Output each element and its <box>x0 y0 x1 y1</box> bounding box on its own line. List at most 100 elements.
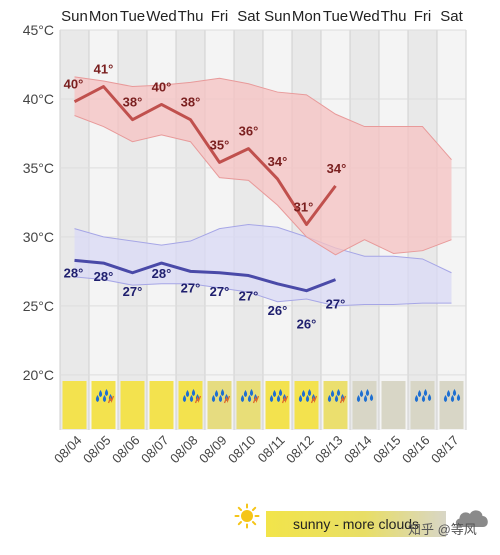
rain-drop <box>305 395 310 402</box>
wind-mark <box>281 395 289 404</box>
weekday-label: Thu <box>178 8 204 25</box>
rain-drop <box>272 390 277 397</box>
high-temperature-label: 35° <box>210 137 230 152</box>
condition-cell <box>294 381 319 429</box>
rain-drop <box>301 390 306 397</box>
date-label: 08/17 <box>428 433 462 467</box>
rain-drop <box>298 395 303 402</box>
y-tick-label: 35°C <box>23 160 54 176</box>
date-label: 08/15 <box>370 433 404 467</box>
rain-drop <box>446 390 451 397</box>
rain-drop <box>211 395 216 402</box>
low-temperature-label: 27° <box>326 297 346 312</box>
rain-drop <box>218 395 223 402</box>
high-temperature-label: 36° <box>239 124 259 139</box>
rain-drop <box>365 389 370 396</box>
rain-drop <box>102 395 107 402</box>
wind-mark <box>339 395 347 404</box>
rain-drop <box>189 395 194 402</box>
date-label: 08/13 <box>312 433 346 467</box>
high-temperature-label: 38° <box>181 95 201 110</box>
sun-icon <box>234 503 260 529</box>
rain-drop <box>334 395 339 402</box>
rain-icon <box>323 381 348 429</box>
y-axis: 45°C 40°C 35°C 30°C 25°C 20°C <box>23 22 54 383</box>
rain-icon <box>410 381 435 429</box>
high-temperature-label: 41° <box>94 62 114 77</box>
condition-cell <box>410 381 435 429</box>
rain-drop <box>421 395 426 402</box>
rain-icon <box>352 381 377 429</box>
rain-icon <box>439 381 464 429</box>
weekday-label: Thu <box>381 8 407 25</box>
date-labels: 08/0408/0508/0608/0708/0808/0908/1008/11… <box>51 433 462 467</box>
weekday-label: Tue <box>120 8 145 25</box>
wind-mark <box>107 395 115 404</box>
condition-cell <box>236 381 261 429</box>
rain-drop <box>359 390 364 397</box>
rain-icon <box>236 381 261 429</box>
date-label: 08/10 <box>225 433 259 467</box>
weekday-label: Sun <box>264 8 291 25</box>
low-temperature-label: 26° <box>297 317 317 332</box>
rain-drop <box>427 394 432 401</box>
high-temperature-band-lower-edge <box>74 115 452 256</box>
high-temperature-line <box>73 85 337 226</box>
rain-drop <box>182 395 187 402</box>
low-temperature-label: 28° <box>152 266 172 281</box>
high-temperature-label: 34° <box>268 154 288 169</box>
rain-drop <box>414 395 419 402</box>
rain-icon <box>178 381 203 429</box>
rain-drop <box>363 395 368 402</box>
y-tick-label: 20°C <box>23 367 54 383</box>
weekday-label: Wed <box>146 8 177 25</box>
rain-icon <box>294 381 319 429</box>
y-tick-label: 25°C <box>23 298 54 314</box>
wind-mark <box>252 395 260 404</box>
rain-drop <box>356 395 361 402</box>
date-label: 08/11 <box>255 433 288 466</box>
condition-cell <box>120 381 145 429</box>
rain-drop <box>249 389 254 396</box>
low-temperature-label: 27° <box>181 280 201 295</box>
rain-drop <box>98 390 103 397</box>
low-temperature-label: 28° <box>94 269 114 284</box>
y-tick-label: 30°C <box>23 229 54 245</box>
rain-drop <box>450 395 455 402</box>
condition-cell <box>149 381 174 429</box>
wind-mark <box>194 395 202 404</box>
condition-cell <box>91 381 116 429</box>
wind-mark <box>310 395 318 404</box>
sunny-icon <box>120 381 145 429</box>
y-tick-label: 45°C <box>23 22 54 38</box>
weekday-label: Wed <box>349 8 380 25</box>
sunny-icon <box>149 381 174 429</box>
date-label: 08/12 <box>283 433 317 467</box>
rain-drop <box>443 395 448 402</box>
low-temperature-band-upper-edge <box>74 223 452 274</box>
condition-cell <box>439 381 464 429</box>
legend-sunny-more-clouds: sunny - more clouds <box>266 511 446 537</box>
rain-icon <box>207 381 232 429</box>
weekday-label: Fri <box>211 8 229 25</box>
condition-cell <box>381 381 406 429</box>
weekday-label: Mon <box>292 8 321 25</box>
rain-drop <box>336 389 341 396</box>
condition-cell <box>352 381 377 429</box>
rain-icon <box>91 381 116 429</box>
cloudy-icon <box>381 381 406 429</box>
rain-drop <box>185 390 190 397</box>
low-temperature-label: 27° <box>239 289 259 304</box>
high-temperature-label: 34° <box>327 161 347 176</box>
date-label: 08/14 <box>341 433 375 467</box>
sunny-icon <box>62 381 87 429</box>
rain-drop <box>191 389 196 396</box>
rain-drop <box>276 395 281 402</box>
low-temperature-label: 27° <box>123 284 143 299</box>
rain-drop <box>243 390 248 397</box>
cloud-icon <box>455 510 488 527</box>
rain-drop <box>240 395 245 402</box>
date-label: 08/06 <box>109 433 143 467</box>
rain-drop <box>220 389 225 396</box>
low-temperature-label: 27° <box>210 284 230 299</box>
